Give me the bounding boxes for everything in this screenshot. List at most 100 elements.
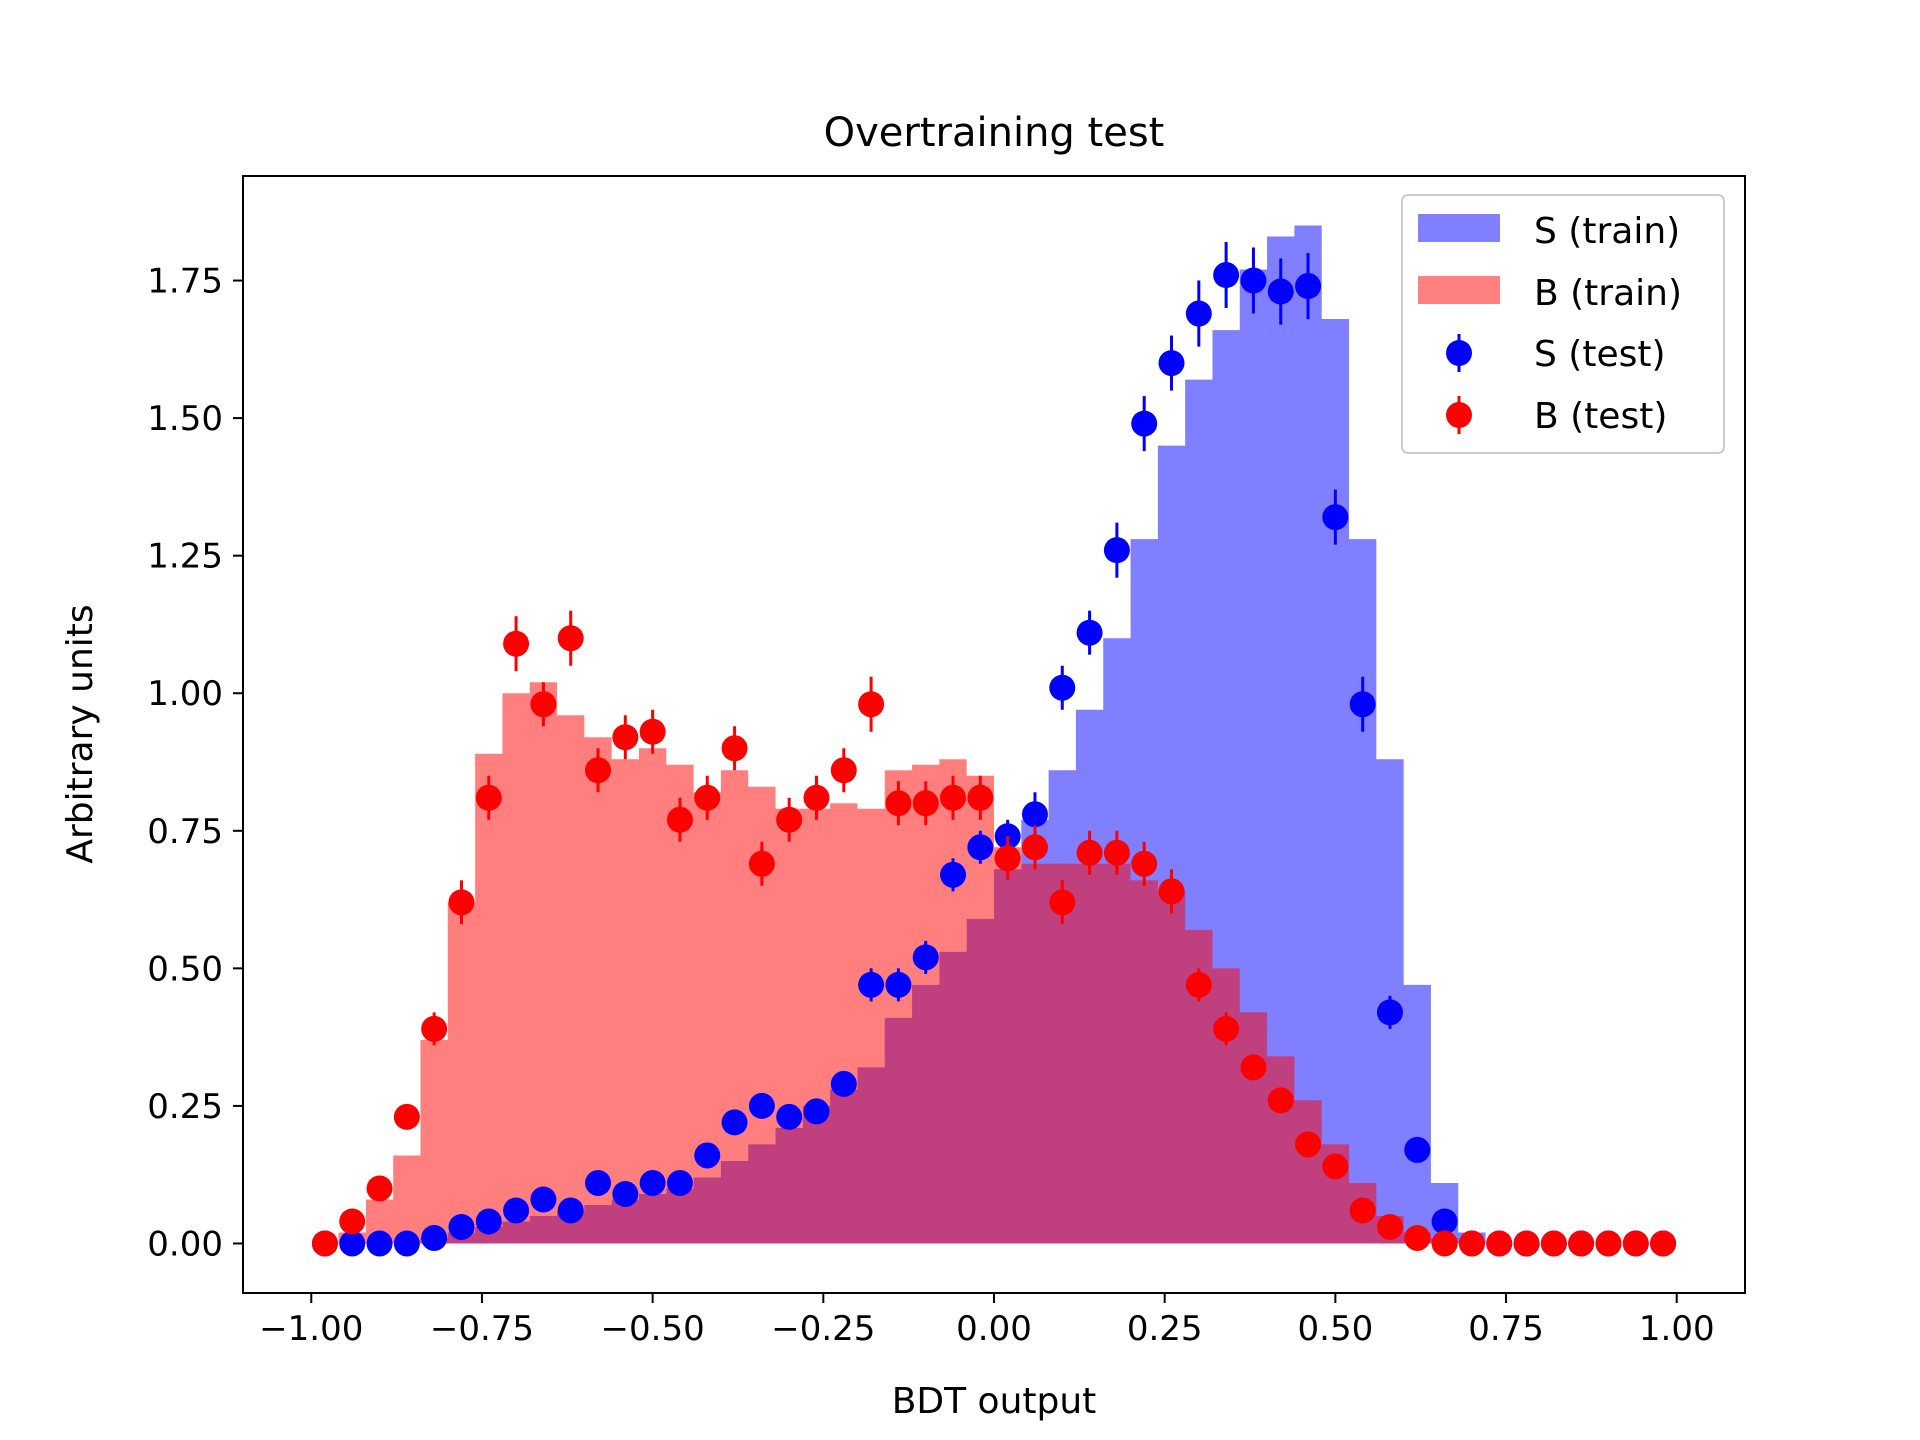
s-test-point: [1322, 504, 1349, 531]
b-test-point: [1267, 1087, 1294, 1114]
b-test-point: [1595, 1230, 1622, 1257]
x-tick-label: −0.50: [601, 1309, 705, 1349]
legend-label-b-test: B (test): [1534, 396, 1667, 437]
data-points-layer: [311, 242, 1677, 1257]
y-tick-label: 1.25: [147, 537, 223, 577]
s-test-point: [1103, 537, 1130, 564]
b-test-point: [1322, 1153, 1349, 1180]
s-test-point: [858, 971, 885, 998]
s-test-point: [366, 1230, 393, 1257]
x-tick-label: −0.25: [771, 1309, 875, 1349]
y-axis: 0.00 0.25 0.50 0.75 1.00 1.25 1.50 1.75: [147, 262, 243, 1264]
b-test-point: [885, 790, 912, 817]
s-test-point: [694, 1142, 721, 1169]
b-test-point: [339, 1208, 366, 1235]
b-test-point: [393, 1103, 420, 1130]
b-test-point: [1568, 1230, 1595, 1257]
s-test-point: [776, 1103, 803, 1130]
y-tick-label: 0.50: [147, 949, 223, 989]
s-test-point: [1349, 691, 1376, 718]
b-test-point: [1650, 1230, 1677, 1257]
legend-swatch-b-train: [1418, 276, 1500, 304]
legend-swatch-s-train: [1418, 214, 1500, 242]
x-axis: −1.00 −0.75 −0.50 −0.25 0.00 0.25 0.50 0.75 1.00: [259, 1293, 1715, 1349]
b-test-point: [557, 625, 584, 652]
y-tick-label: 0.00: [147, 1224, 223, 1264]
b-test-point: [1076, 839, 1103, 866]
b-test-point: [666, 806, 693, 833]
b-test-point: [994, 845, 1021, 872]
s-test-point: [530, 1186, 557, 1213]
b-test-point: [694, 784, 721, 811]
s-test-point: [1404, 1136, 1431, 1163]
s-test-point: [1431, 1208, 1458, 1235]
b-test-point: [1458, 1230, 1485, 1257]
legend-marker-b-test: [1446, 402, 1472, 428]
s-test-point: [639, 1169, 666, 1196]
x-tick-label: −1.00: [259, 1309, 363, 1349]
s-test-point: [1131, 410, 1158, 437]
b-test-point: [1295, 1131, 1322, 1158]
s-test-point: [585, 1169, 612, 1196]
histogram-s-train: [311, 225, 1677, 1244]
b-test-point: [1185, 971, 1212, 998]
x-tick-label: 0.50: [1298, 1309, 1374, 1349]
s-test-point: [830, 1070, 857, 1097]
b-test-point: [639, 718, 666, 745]
x-axis-label: BDT output: [892, 1381, 1097, 1422]
b-test-point: [1513, 1230, 1540, 1257]
y-tick-label: 0.25: [147, 1087, 223, 1127]
b-test-point: [1404, 1224, 1431, 1251]
b-test-point: [912, 790, 939, 817]
x-tick-label: 0.75: [1468, 1309, 1544, 1349]
b-test-point: [1622, 1230, 1649, 1257]
b-test-point: [448, 889, 475, 916]
s-test-point: [721, 1109, 748, 1136]
s-test-point: [1267, 278, 1294, 305]
legend-marker-s-test: [1446, 340, 1472, 366]
b-test-point: [421, 1015, 448, 1042]
b-test-point: [530, 691, 557, 718]
b-test-point: [1158, 878, 1185, 905]
b-test-point: [1431, 1230, 1458, 1257]
legend-label-b-train: B (train): [1534, 273, 1682, 314]
s-test-point: [912, 944, 939, 971]
y-axis-label: Arbitrary units: [60, 604, 101, 863]
b-test-point: [830, 757, 857, 784]
b-test-point: [940, 784, 967, 811]
y-tick-label: 0.75: [147, 812, 223, 852]
s-test-point: [1376, 999, 1403, 1026]
b-test-point: [366, 1175, 393, 1202]
x-tick-label: 0.25: [1127, 1309, 1203, 1349]
y-tick-label: 1.75: [147, 262, 223, 302]
s-test-point: [885, 971, 912, 998]
b-test-point: [1021, 834, 1048, 861]
b-test-point: [858, 691, 885, 718]
s-test-point: [666, 1169, 693, 1196]
s-test-point: [503, 1197, 530, 1224]
b-test-point: [311, 1230, 338, 1257]
s-test-point: [803, 1098, 830, 1125]
b-test-point: [1103, 839, 1130, 866]
b-test-point: [776, 806, 803, 833]
s-test-point: [1213, 262, 1240, 289]
b-test-point: [721, 735, 748, 762]
x-tick-label: −0.75: [430, 1309, 534, 1349]
s-test-point: [612, 1180, 639, 1207]
b-test-point: [1486, 1230, 1513, 1257]
s-test-point: [1295, 273, 1322, 300]
b-test-point: [1131, 850, 1158, 877]
s-test-point: [1021, 801, 1048, 828]
b-test-point: [1049, 889, 1076, 916]
b-test-point: [803, 784, 830, 811]
s-test-point: [1185, 300, 1212, 327]
s-test-point: [967, 834, 994, 861]
b-test-point: [967, 784, 994, 811]
b-test-point: [1240, 1054, 1267, 1081]
s-test-point: [421, 1224, 448, 1251]
x-tick-label: 1.00: [1639, 1309, 1715, 1349]
legend: S (train) B (train) S (test) B (test): [1401, 194, 1725, 454]
legend-label-s-test: S (test): [1534, 334, 1666, 375]
b-test-point: [612, 724, 639, 751]
